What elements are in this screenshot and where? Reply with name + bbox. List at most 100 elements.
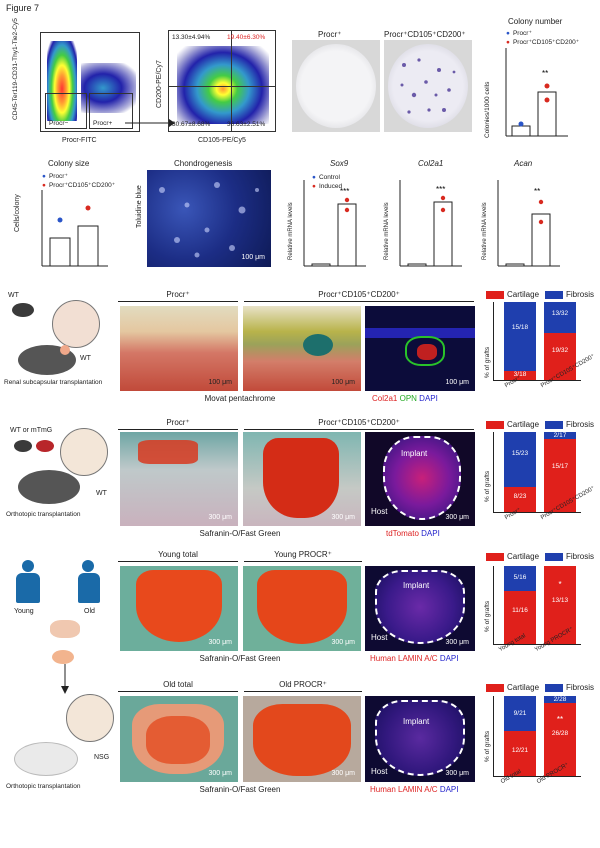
row5-legend-fib: Fibrosis bbox=[566, 683, 595, 692]
row2-scale-1: 100 μm bbox=[208, 379, 233, 386]
row2-yl: % of grafts bbox=[484, 346, 491, 378]
qpcr-ylabel-3: Relative mRNA levels bbox=[482, 202, 488, 260]
legend-fibrosis-swatch bbox=[545, 290, 563, 299]
row2-bar1-top: 15/18 bbox=[504, 302, 536, 371]
cs-legend-2: Procr⁺CD105⁺CD200⁺ bbox=[48, 182, 116, 189]
flow-axes-1: Procr− Procr+ bbox=[40, 32, 140, 132]
row4-scale-1: 300 μm bbox=[208, 639, 233, 646]
dish-image-2 bbox=[384, 40, 472, 132]
row4-yl: % of grafts bbox=[484, 600, 491, 632]
row5-col2: Old PROCR⁺ bbox=[244, 680, 362, 692]
row3-col2: Procr⁺CD105⁺CD200⁺ bbox=[244, 418, 474, 430]
row3-scale-1: 300 μm bbox=[208, 514, 233, 521]
row5-bar-2: 2/28 ** 26/28 bbox=[544, 696, 576, 776]
row4-bar-1: 5/16 11/16 bbox=[504, 566, 536, 644]
flow-ylabel-2: CD200-PE/Cy7 bbox=[156, 60, 163, 108]
cn-legend-2: Procr⁺CD105⁺CD200⁺ bbox=[512, 39, 580, 46]
row4-young: Young bbox=[14, 608, 34, 615]
row2-scale-3: 100 μm bbox=[445, 379, 470, 386]
cs-ylabel: Cells/colony bbox=[14, 194, 21, 232]
row4-img-2: 300 μm bbox=[243, 566, 361, 651]
qpcr-ylabel-2: Relative mRNA levels bbox=[384, 202, 390, 260]
row4-old: Old bbox=[84, 608, 95, 615]
row3-host: Host bbox=[371, 507, 388, 516]
row5-bar-1: 9/21 12/21 bbox=[504, 696, 536, 776]
row5-bar2-top: 2/28 bbox=[544, 696, 576, 703]
row3-bar2-top: 2/17 bbox=[544, 432, 576, 439]
row3-if-c1: tdTomato bbox=[386, 529, 419, 538]
row3-yl: % of grafts bbox=[484, 470, 491, 502]
legend-cartilage-swatch bbox=[486, 552, 504, 561]
dish-image-1 bbox=[292, 40, 380, 132]
row2-col2: Procr⁺CD105⁺CD200⁺ bbox=[244, 290, 474, 302]
row4-legend-cart: Cartilage bbox=[507, 552, 540, 561]
flow-axes-2: 13.30±4.94% 19.40±6.30% 30.67±8.68% 36.6… bbox=[168, 30, 276, 132]
row2-img-2: 100 μm bbox=[243, 306, 361, 391]
qpcr-ylabel-1: Relative mRNA levels bbox=[288, 202, 294, 260]
row5-if-c1: Human LAMIN A/C bbox=[370, 785, 438, 794]
qpcr-sig-2: *** bbox=[436, 185, 445, 194]
row2-legend-cart: Cartilage bbox=[507, 290, 540, 299]
qpcr-gene-2: Col2a1 bbox=[418, 159, 444, 168]
row4-scale-2: 300 μm bbox=[331, 639, 356, 646]
row5-scale-3: 300 μm bbox=[445, 770, 470, 777]
row3-legend-cart: Cartilage bbox=[507, 420, 540, 429]
row2-wt2: WT bbox=[80, 355, 91, 362]
colony-dots bbox=[400, 58, 456, 114]
row3-if-c2: DAPI bbox=[421, 529, 440, 538]
row4-bar1-bot: 11/16 bbox=[504, 590, 536, 644]
qpcr-legend-1: Control bbox=[318, 174, 340, 181]
qpcr-gene-3: Acan bbox=[514, 159, 533, 168]
row5-scale-2: 300 μm bbox=[331, 770, 356, 777]
row3-bar1-bot: 8/23 bbox=[504, 486, 536, 512]
row5-yl: % of grafts bbox=[484, 730, 491, 762]
legend-fibrosis-swatch bbox=[545, 420, 563, 429]
row4-bar-2: * 13/13 bbox=[544, 566, 576, 644]
figure-label: Figure 7 bbox=[6, 3, 40, 13]
quad-bl: 30.67±8.68% bbox=[172, 121, 211, 128]
dish-label-1: Procr⁺ bbox=[318, 30, 342, 39]
row2-stain: Movat pentachrome bbox=[204, 394, 276, 403]
row2-scale-2: 100 μm bbox=[331, 379, 356, 386]
qpcr-chart-3: ** bbox=[497, 180, 560, 267]
cs-legend-1: Procr⁺ bbox=[48, 173, 68, 180]
row3-implant: Implant bbox=[401, 449, 428, 458]
row4-legend-fib: Fibrosis bbox=[566, 552, 595, 561]
flow-xlabel-2: CD105-PE/Cy5 bbox=[198, 137, 246, 144]
row2-if-c3: DAPI bbox=[419, 394, 438, 403]
row5-scale-1: 300 μm bbox=[208, 770, 233, 777]
row4-bar2-bot: 13/13 bbox=[551, 597, 569, 604]
row3-img-3: Implant Host 300 μm bbox=[365, 432, 475, 526]
row4-col2: Young PROCR⁺ bbox=[244, 550, 362, 562]
row3-legend-fib: Fibrosis bbox=[566, 420, 595, 429]
colony-size-title: Colony size bbox=[48, 159, 90, 168]
cn-ylabel: Colonies/1000 cells bbox=[484, 81, 491, 138]
row3-bar1-top: 15/23 bbox=[504, 432, 536, 487]
qpcr-gene-1: Sox9 bbox=[330, 159, 349, 168]
row5-bar2-bot: 26/28 bbox=[551, 730, 569, 737]
row4-if-c2: DAPI bbox=[439, 654, 459, 663]
row2-bar2-bot: 19/32 bbox=[544, 332, 576, 380]
row4-bar1-top: 5/16 bbox=[504, 566, 536, 591]
gate-pos-label: Procr+ bbox=[93, 120, 113, 127]
row5-col1: Old total bbox=[118, 680, 238, 692]
colony-number-chart: ** bbox=[505, 48, 568, 137]
row5-bar1-bot: 12/21 bbox=[504, 731, 536, 776]
row4-stain: Safranin-O/Fast Green bbox=[199, 654, 281, 663]
colony-number-title: Colony number bbox=[508, 17, 563, 26]
qpcr-chart-1: *** bbox=[303, 180, 366, 267]
row5-if-c2: DAPI bbox=[439, 785, 459, 794]
row2-img-1: 100 μm bbox=[120, 306, 238, 391]
legend-cartilage-swatch bbox=[486, 290, 504, 299]
row5-stain: Safranin-O/Fast Green bbox=[199, 785, 281, 794]
row3-img-1: 300 μm bbox=[120, 432, 238, 526]
row2-legend-fib: Fibrosis bbox=[566, 290, 595, 299]
chondro-scale: 100 μm bbox=[241, 254, 266, 261]
qpcr-sig-3: ** bbox=[534, 187, 540, 196]
legend-fibrosis-swatch bbox=[545, 552, 563, 561]
gate-arrow-icon bbox=[125, 119, 175, 127]
row4-col1: Young total bbox=[118, 550, 238, 562]
chondro-ylabel: Toluidine blue bbox=[136, 185, 143, 228]
row3-caption: Orthotopic transplantation bbox=[6, 511, 81, 518]
row2-if-c2: OPN bbox=[399, 394, 417, 403]
